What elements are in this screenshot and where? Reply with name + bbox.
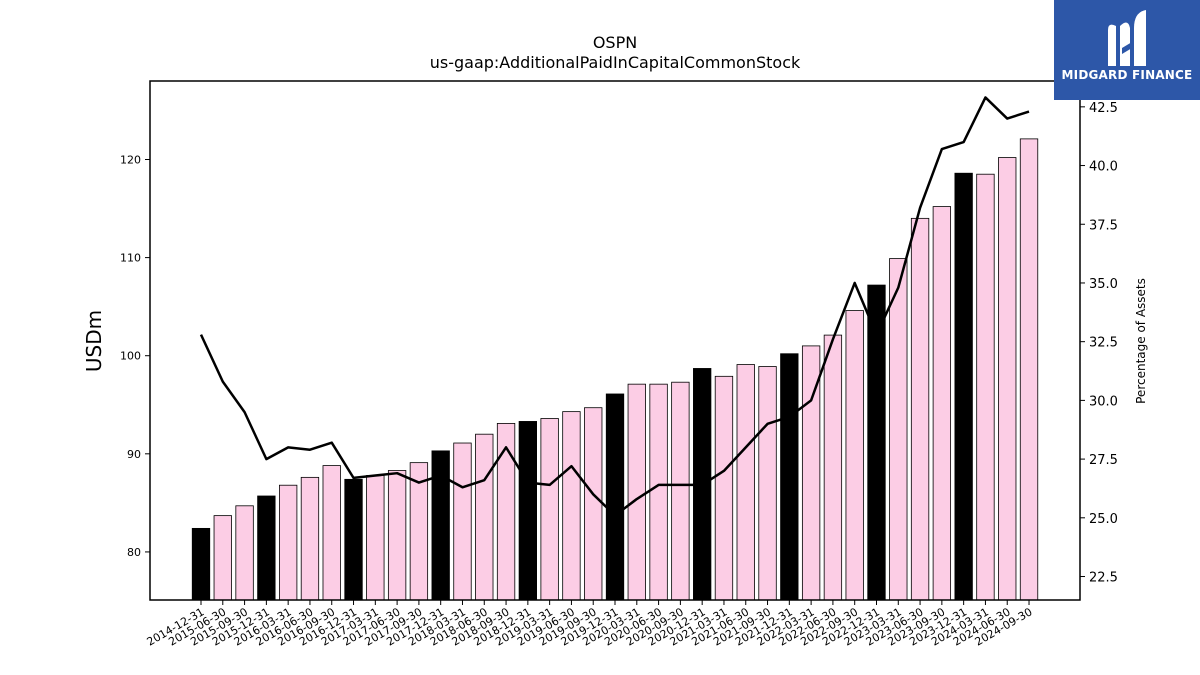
midgard-finance-logo: MIDGARD FINANCE xyxy=(1054,0,1200,100)
y2-tick-label: 27.5 xyxy=(1089,453,1118,468)
bar-2018-09-30 xyxy=(496,422,516,601)
bar-2018-03-31 xyxy=(453,442,472,601)
bar-2018-06-30 xyxy=(475,433,494,601)
percentage-line xyxy=(199,96,1030,517)
bars-group xyxy=(191,138,1039,601)
bar-2019-03-31 xyxy=(540,418,559,601)
bar-2019-12-31 xyxy=(605,393,625,601)
bar-2015-09-30 xyxy=(235,505,254,601)
bar-2023-03-31 xyxy=(889,258,908,601)
bar-2021-06-30 xyxy=(736,364,755,601)
bar-2016-03-31 xyxy=(279,484,298,601)
bar-2019-09-30 xyxy=(584,407,603,601)
bar-2015-12-31 xyxy=(257,495,276,601)
bar-2016-09-30 xyxy=(322,465,341,601)
bar-2014-12-31 xyxy=(191,527,211,601)
bar-2024-09-30 xyxy=(1019,138,1039,601)
y2-axis-label: Percentage of Assets xyxy=(1134,278,1148,404)
bar-2023-09-30 xyxy=(932,206,952,601)
y2-tick-label: 25.0 xyxy=(1089,512,1118,527)
bar-2021-03-31 xyxy=(714,375,734,601)
bar-2018-12-31 xyxy=(518,421,537,601)
bar-2017-03-31 xyxy=(366,474,385,601)
bar-2022-09-30 xyxy=(845,310,864,601)
y-tick-label: 110 xyxy=(120,252,141,265)
bar-2020-09-30 xyxy=(671,381,690,601)
bar-2021-09-30 xyxy=(758,366,777,601)
y-tick-label: 100 xyxy=(120,350,141,363)
bar-2017-12-31 xyxy=(431,450,450,601)
y-axis-ticks: 80 90 100 110 120 xyxy=(120,153,150,559)
y-tick-label: 120 xyxy=(120,153,141,166)
y2-axis-ticks: 22.5 25.0 27.5 30.0 32.5 35.0 37.5 40.0 42.5 xyxy=(1080,101,1118,586)
chart-subtitle: us-gaap:AdditionalPaidInCapitalCommonSto… xyxy=(430,53,801,72)
y2-tick-label: 35.0 xyxy=(1089,277,1118,292)
y-tick-label: 90 xyxy=(127,448,141,461)
y2-tick-label: 40.0 xyxy=(1089,160,1118,175)
midgard-logo-icon xyxy=(1108,10,1146,67)
bar-2016-06-30 xyxy=(300,476,320,601)
x-axis-ticks: 2014-12-312015-06-302015-09-302015-12-31… xyxy=(145,600,1035,649)
y-axis-label: USDm xyxy=(82,310,106,372)
bar-2024-03-31 xyxy=(976,173,995,601)
bar-2017-06-30 xyxy=(387,470,407,601)
y2-tick-label: 30.0 xyxy=(1089,394,1118,409)
y2-tick-label: 22.5 xyxy=(1089,571,1118,586)
bar-2019-06-30 xyxy=(562,411,581,601)
y2-tick-label: 42.5 xyxy=(1089,101,1118,116)
bar-2022-06-30 xyxy=(823,334,843,601)
bar-2016-12-31 xyxy=(344,478,363,601)
chart-title: OSPN xyxy=(593,33,637,52)
bar-2020-03-31 xyxy=(627,383,646,601)
bar-2020-06-30 xyxy=(649,383,668,601)
bar-2024-06-30 xyxy=(998,157,1017,601)
bar-2023-12-31 xyxy=(954,172,973,601)
y2-tick-label: 32.5 xyxy=(1089,336,1118,351)
bar-2015-06-30 xyxy=(213,515,232,601)
logo-text: MIDGARD FINANCE xyxy=(1061,68,1193,82)
y2-tick-label: 37.5 xyxy=(1089,218,1118,233)
bar-2021-12-31 xyxy=(780,353,799,601)
y-tick-label: 80 xyxy=(127,546,141,559)
bar-2023-06-30 xyxy=(910,217,930,601)
plot-frame xyxy=(149,80,1081,601)
